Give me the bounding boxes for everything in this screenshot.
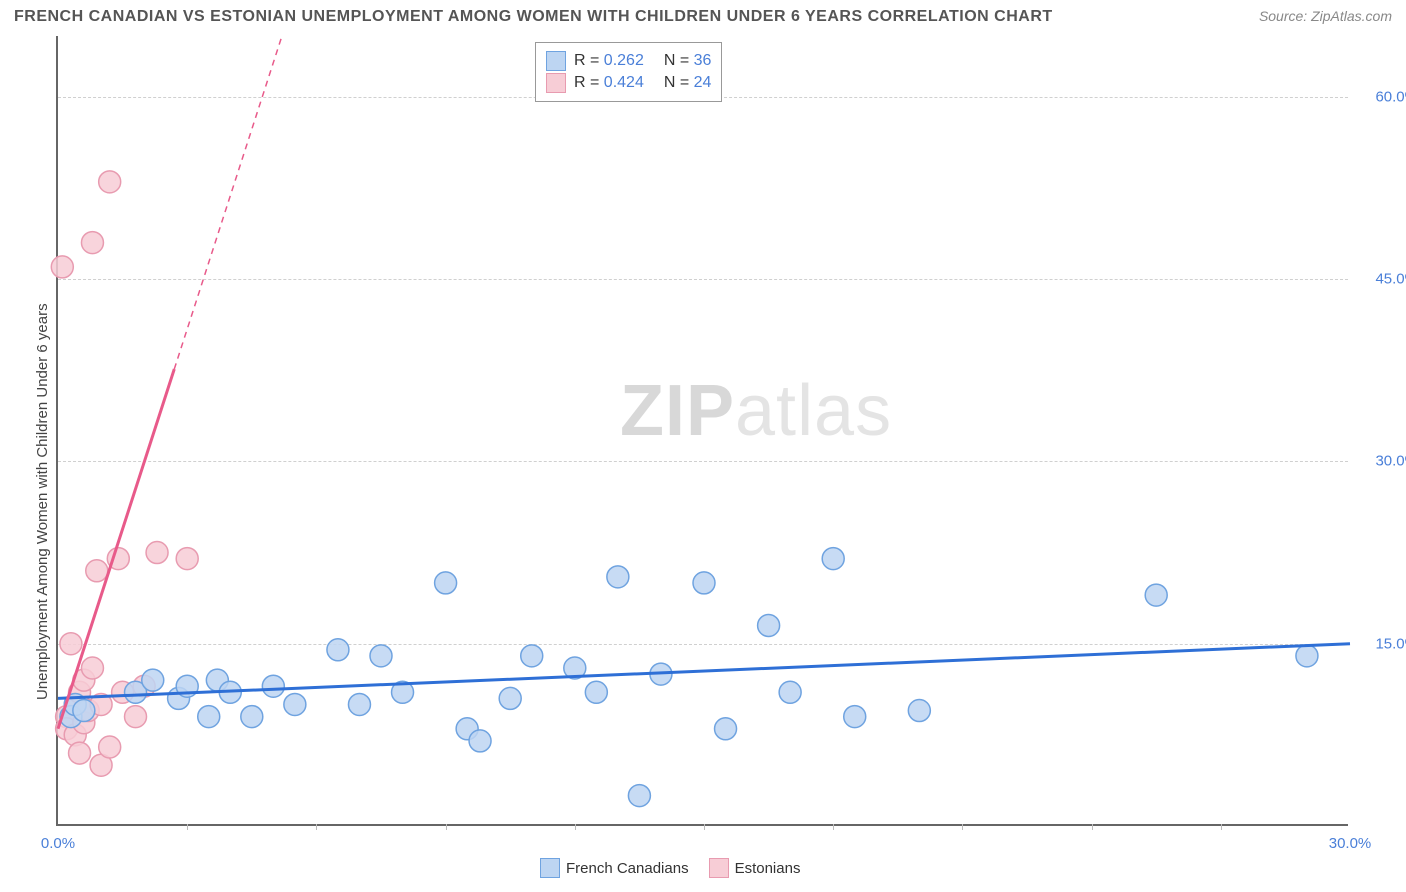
y-tick-label: 15.0%	[1358, 635, 1406, 652]
x-tick-label: 0.0%	[41, 835, 75, 852]
data-point	[693, 572, 715, 594]
legend-r-label: R = 0.424	[574, 74, 644, 92]
data-point	[758, 614, 780, 636]
data-point	[262, 675, 284, 697]
legend-r-label: R = 0.262	[574, 52, 644, 70]
y-tick-label: 45.0%	[1358, 271, 1406, 288]
y-tick-label: 60.0%	[1358, 88, 1406, 105]
data-point	[142, 669, 164, 691]
data-point	[69, 742, 91, 764]
legend-series: French Canadians Estonians	[540, 858, 800, 878]
data-point	[146, 542, 168, 564]
legend-swatch	[540, 858, 560, 878]
data-point	[81, 657, 103, 679]
data-point	[81, 232, 103, 254]
data-point	[499, 687, 521, 709]
y-tick-label: 30.0%	[1358, 453, 1406, 470]
legend-series-label: Estonians	[735, 860, 801, 877]
plot-area: 15.0%30.0%45.0%60.0%0.0%30.0%	[56, 36, 1348, 826]
data-point	[51, 256, 73, 278]
data-point	[1145, 584, 1167, 606]
y-axis-label: Unemployment Among Women with Children U…	[34, 303, 51, 700]
data-point	[908, 700, 930, 722]
legend-stats: R = 0.262 N = 36 R = 0.424 N = 24	[535, 42, 722, 102]
data-point	[607, 566, 629, 588]
data-point	[348, 693, 370, 715]
trend-line	[58, 644, 1350, 699]
trend-line-extrapolated	[174, 36, 282, 369]
legend-n-label: N = 24	[664, 74, 712, 92]
data-point	[628, 785, 650, 807]
data-point	[86, 560, 108, 582]
legend-stat-row: R = 0.424 N = 24	[546, 73, 711, 93]
legend-swatch	[709, 858, 729, 878]
x-tick-label: 30.0%	[1329, 835, 1372, 852]
source-label: Source: ZipAtlas.com	[1259, 8, 1392, 24]
legend-swatch	[546, 51, 566, 71]
data-point	[198, 706, 220, 728]
data-point	[469, 730, 491, 752]
data-point	[99, 736, 121, 758]
data-point	[822, 548, 844, 570]
data-point	[241, 706, 263, 728]
data-point	[73, 700, 95, 722]
legend-series-item: Estonians	[709, 858, 801, 878]
data-point	[125, 706, 147, 728]
chart-title: FRENCH CANADIAN VS ESTONIAN UNEMPLOYMENT…	[14, 8, 1053, 26]
data-point	[844, 706, 866, 728]
data-point	[99, 171, 121, 193]
data-point	[779, 681, 801, 703]
plot-svg	[58, 36, 1350, 826]
legend-n-label: N = 36	[664, 52, 712, 70]
data-point	[60, 633, 82, 655]
data-point	[435, 572, 457, 594]
data-point	[284, 693, 306, 715]
legend-series-item: French Canadians	[540, 858, 689, 878]
data-point	[521, 645, 543, 667]
data-point	[585, 681, 607, 703]
legend-stat-row: R = 0.262 N = 36	[546, 51, 711, 71]
legend-swatch	[546, 73, 566, 93]
data-point	[1296, 645, 1318, 667]
title-bar: FRENCH CANADIAN VS ESTONIAN UNEMPLOYMENT…	[14, 8, 1392, 26]
legend-series-label: French Canadians	[566, 860, 689, 877]
data-point	[370, 645, 392, 667]
data-point	[176, 548, 198, 570]
data-point	[715, 718, 737, 740]
data-point	[327, 639, 349, 661]
